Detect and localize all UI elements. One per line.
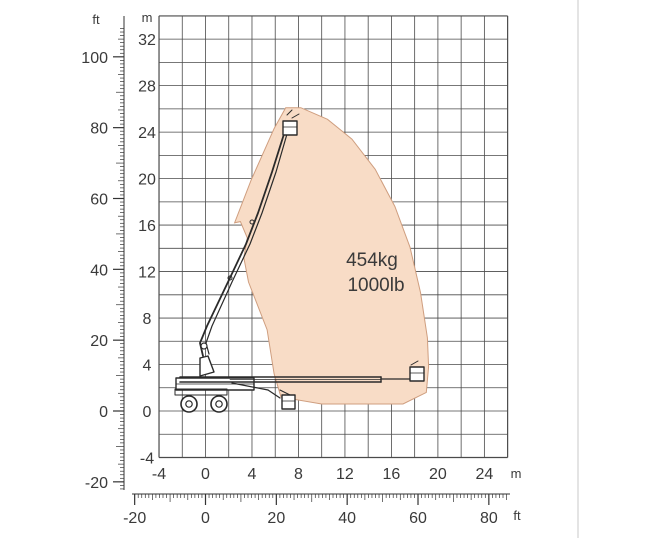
load-capacity-lb: 1000lb (347, 275, 404, 296)
lift-wheels (180, 394, 228, 413)
aerial-lift-machine (174, 109, 425, 413)
y-tick-label-ft: 100 (81, 50, 108, 67)
lift-turret (199, 355, 215, 377)
y-tick-label-ft: 60 (90, 191, 108, 208)
x-tick-label-m: 20 (429, 466, 447, 483)
y-tick-label-ft: 0 (99, 404, 108, 421)
left-axis-unit-label: m (142, 10, 153, 25)
x-tick-label-ft: 20 (267, 510, 285, 527)
bottom-ruler-unit-label: ft (513, 508, 521, 523)
y-tick-label-m: 28 (138, 79, 156, 96)
y-tick-label-ft: 20 (90, 333, 108, 350)
stowed-boom (179, 376, 412, 399)
y-tick-label-ft: 40 (90, 262, 108, 279)
x-tick-label-m: -4 (152, 466, 166, 483)
y-tick-label-m: 20 (138, 172, 156, 189)
y-tick-label-m: 0 (143, 404, 152, 421)
raised-boom (199, 133, 288, 357)
left-ruler-unit-label: ft (92, 12, 100, 27)
y-tick-label-m: 12 (138, 265, 156, 282)
load-capacity-kg: 454kg (346, 250, 398, 271)
bottom-axis-unit-label: m (511, 466, 522, 481)
y-tick-label-ft: -20 (85, 475, 108, 492)
reach-ruler-ft (132, 493, 510, 505)
y-tick-label-m: -4 (140, 450, 154, 467)
platform-below-grade (279, 389, 296, 410)
x-tick-label-ft: 80 (480, 510, 498, 527)
y-tick-label-m: 16 (138, 218, 156, 235)
platform-max-height (282, 109, 300, 136)
platform-max-outreach (409, 360, 425, 382)
x-tick-label-m: 24 (475, 466, 493, 483)
x-tick-label-ft: 40 (338, 510, 356, 527)
x-tick-label-ft: 0 (201, 510, 210, 527)
y-tick-label-m: 4 (143, 358, 152, 375)
x-tick-label-ft: -20 (123, 510, 146, 527)
y-tick-label-ft: 80 (90, 121, 108, 138)
x-tick-label-ft: 60 (409, 510, 427, 527)
y-tick-label-m: 32 (138, 32, 156, 49)
working-envelope-area (233, 107, 430, 405)
height-ruler-ft (113, 16, 125, 490)
x-tick-label-m: 0 (201, 466, 210, 483)
x-tick-label-m: 16 (383, 466, 401, 483)
y-tick-label-m: 8 (143, 311, 152, 328)
y-tick-label-m: 24 (138, 125, 156, 142)
x-tick-label-m: 4 (248, 466, 257, 483)
x-tick-label-m: 12 (336, 466, 354, 483)
x-tick-label-m: 8 (294, 466, 303, 483)
lift-chassis (174, 377, 255, 396)
